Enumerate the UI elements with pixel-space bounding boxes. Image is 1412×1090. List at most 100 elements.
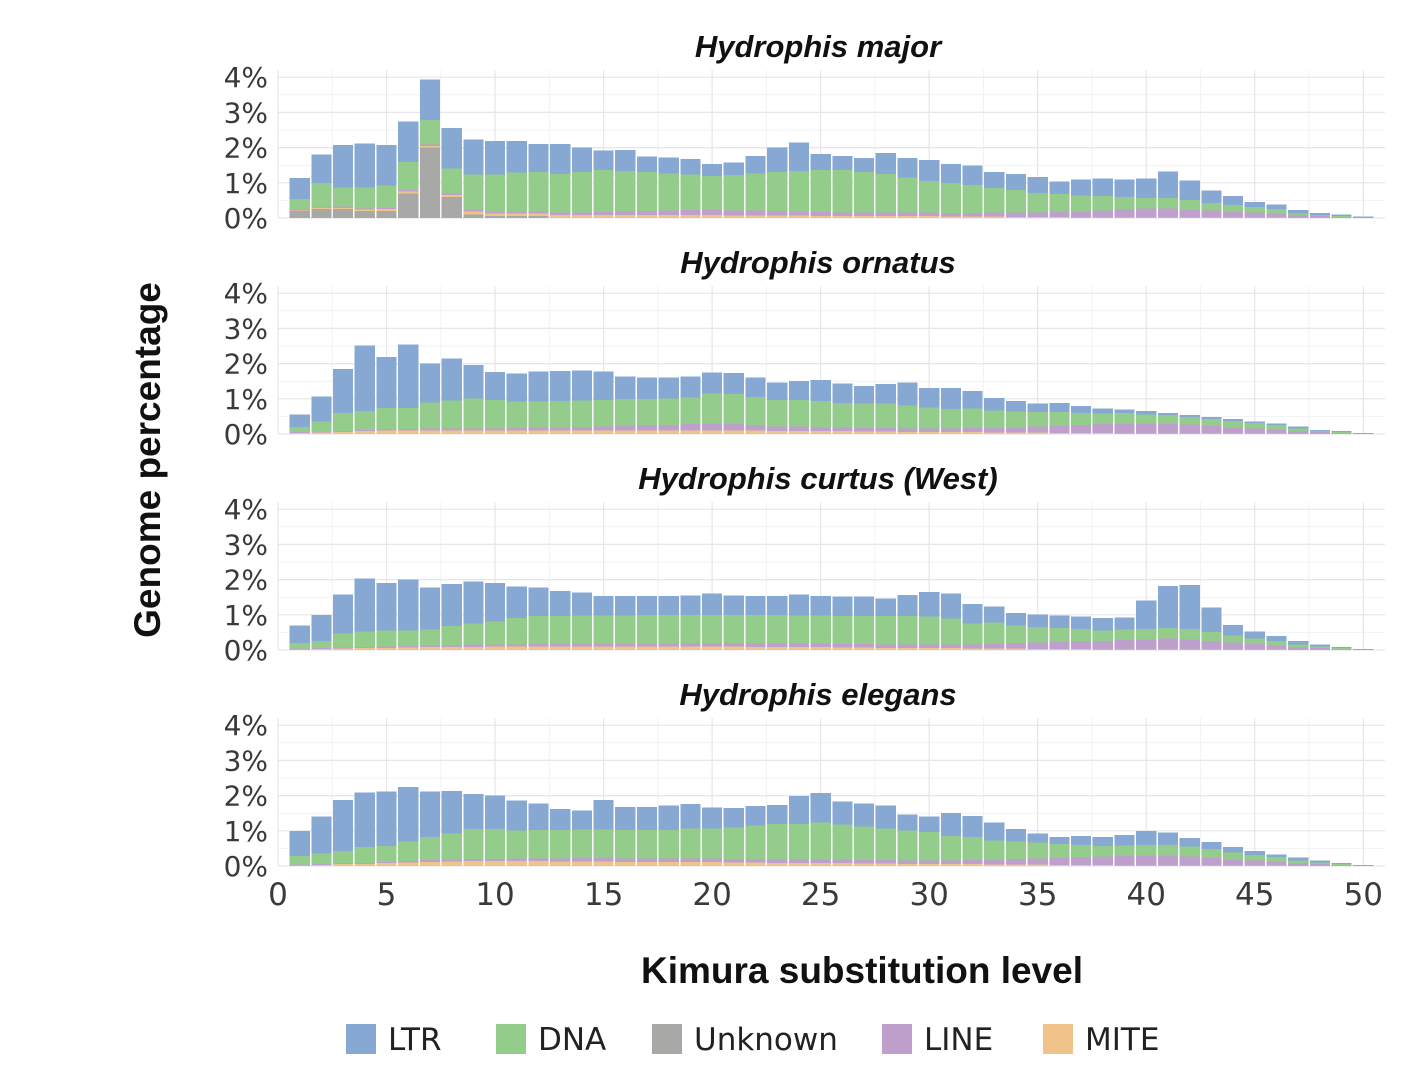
bar-segment-ltr <box>484 372 506 401</box>
bar-segment-ltr <box>1266 204 1287 210</box>
bar-segment-ltr <box>1309 213 1330 215</box>
bar-segment-line <box>463 209 484 212</box>
bar-segment-line <box>419 645 441 648</box>
bar-segment-ltr <box>289 414 310 427</box>
bar-segment-line <box>1179 856 1200 866</box>
bar-segment-line <box>767 210 788 216</box>
bar-segment-mite <box>506 861 527 866</box>
bar-segment-mite <box>680 862 701 866</box>
bar-segment-line <box>484 428 506 431</box>
bar-segment-line <box>1114 640 1135 650</box>
bar-segment-dna <box>984 188 1005 213</box>
bar-segment-dna <box>1309 214 1330 217</box>
bar-segment-dna <box>1244 423 1265 429</box>
bar-segment-line <box>984 428 1005 433</box>
bar-segment-dna <box>940 618 961 645</box>
bar-segment-line <box>376 861 397 864</box>
y-tick-label: 2% <box>224 348 268 381</box>
bar-segment-line <box>506 211 527 214</box>
bar-segment-ltr <box>810 792 831 823</box>
bar-segment-mite <box>658 430 679 434</box>
bar-segment-mite <box>1092 649 1113 650</box>
bar-segment-dna <box>1309 646 1330 649</box>
bar-segment-ltr <box>1005 174 1027 190</box>
bar-segment-line <box>745 858 766 863</box>
bar-segment-dna <box>1157 844 1179 856</box>
bar-segment-mite <box>1157 649 1179 650</box>
bar-segment-ltr <box>333 799 354 851</box>
bar-segment-ltr <box>810 596 831 616</box>
bar-segment-dna <box>1201 632 1222 641</box>
bar-segment-dna <box>1092 196 1113 211</box>
bar-segment-line <box>441 859 462 862</box>
bar-segment-line <box>1136 855 1157 866</box>
legend-item-line: LINE <box>882 1022 993 1058</box>
legend-swatch <box>1043 1024 1073 1054</box>
bar-segment-dna <box>1005 625 1027 643</box>
bar-segment-line <box>962 213 983 217</box>
bar-segment-ltr <box>1353 216 1374 218</box>
bar-segment-mite <box>767 862 788 866</box>
bar-segment-mite <box>484 646 506 650</box>
bar-segment-dna <box>506 172 527 212</box>
bar-segment-dna <box>810 400 831 428</box>
bar-segment-dna <box>1114 845 1135 857</box>
bar-segment-dna <box>1071 628 1092 642</box>
bar-segment-mite <box>940 648 961 650</box>
bar-segment-line <box>636 643 658 647</box>
bar-segment-line <box>1027 426 1048 433</box>
bar-segment-ltr <box>1071 836 1092 845</box>
bar-segment-mite <box>658 861 679 866</box>
bar-segment-mite <box>550 861 571 866</box>
bar-segment-mite <box>463 430 484 434</box>
panel-title: Hydrophis curtus (West) <box>638 461 997 496</box>
bar-segment-mite <box>571 215 592 218</box>
legend-item-unknown: Unknown <box>652 1022 838 1058</box>
bar-segment-mite <box>680 215 701 218</box>
bar-segment-ltr <box>853 157 875 172</box>
bar-segment-ltr <box>723 595 744 615</box>
bar-segment-unknown <box>528 216 549 218</box>
bar-segment-line <box>853 212 875 216</box>
bar-segment-mite <box>419 861 441 866</box>
bar-segment-mite <box>506 430 527 434</box>
bar-segment-line <box>593 857 614 862</box>
bar-segment-mite <box>875 431 896 434</box>
bar-segment-dna <box>1179 200 1200 210</box>
bar-segment-dna <box>875 616 896 645</box>
bar-segment-line <box>832 427 853 432</box>
bar-segment-ltr <box>788 795 810 825</box>
bar-segment-ltr <box>419 363 441 403</box>
bar-segment-dna <box>940 409 961 429</box>
bar-segment-ltr <box>398 121 419 163</box>
bar-segment-ltr <box>506 373 527 402</box>
bar-segment-mite <box>1027 432 1048 434</box>
bar-segment-ltr <box>376 583 397 631</box>
bar-segment-dna <box>398 841 419 862</box>
y-tick-label: 0% <box>224 418 268 451</box>
bar-segment-dna <box>289 198 310 210</box>
bar-segment-mite <box>333 648 354 650</box>
bar-segment-line <box>311 648 332 649</box>
bar-segment-line <box>767 859 788 863</box>
bar-segment-mite <box>311 432 332 434</box>
bar-segment-line <box>1201 857 1222 866</box>
bar-segment-dna <box>1266 425 1287 430</box>
bar-segment-mite <box>636 861 658 866</box>
bar-segment-mite <box>1071 648 1092 650</box>
bar-segment-dna <box>441 833 462 860</box>
bar-segment-ltr <box>1201 842 1222 850</box>
bar-segment-line <box>1071 857 1092 865</box>
panel: 0%1%2%3%4% Hydrophis elegans <box>224 677 1385 883</box>
bar-segment-mite <box>1157 217 1179 218</box>
bar-segment-mite <box>1092 432 1113 434</box>
bar-segment-line <box>832 212 853 216</box>
bar-segment-mite <box>875 863 896 866</box>
bar-segment-ltr <box>788 594 810 616</box>
bar-segment-line <box>875 212 896 217</box>
bar-segment-dna <box>1027 193 1048 213</box>
bar-segment-dna <box>1288 213 1309 216</box>
bar-segment-mite <box>832 215 853 218</box>
bar-segment-mite <box>962 648 983 650</box>
bar-segment-line <box>897 860 918 864</box>
